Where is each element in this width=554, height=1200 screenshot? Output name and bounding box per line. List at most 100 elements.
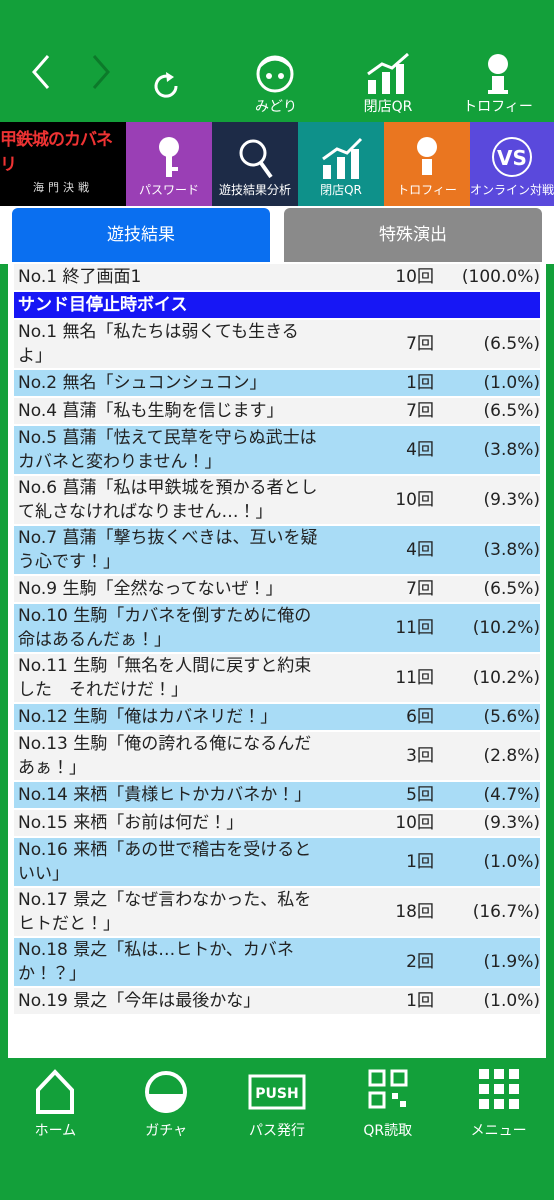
row-name: No.10 生駒「カバネを倒すために俺の命はあるんだぁ！」 bbox=[18, 606, 312, 650]
tab-active[interactable]: 遊技結果 bbox=[12, 208, 270, 262]
nav-item[interactable]: ホーム bbox=[0, 1058, 111, 1200]
menu-tile[interactable]: 遊技結果分析 bbox=[212, 122, 298, 206]
back-button[interactable] bbox=[28, 52, 52, 92]
top-icon-label[interactable]: みどり bbox=[255, 99, 297, 115]
reload-button[interactable] bbox=[150, 70, 182, 102]
midori-icon[interactable] bbox=[252, 52, 298, 96]
closing-qr-icon[interactable] bbox=[364, 50, 412, 96]
analysis-icon bbox=[239, 139, 273, 179]
nav-label: ホーム bbox=[34, 1123, 77, 1139]
key-icon bbox=[159, 137, 179, 177]
nav-label: メニュー bbox=[470, 1123, 527, 1139]
row-percent: (2.8%) bbox=[483, 746, 540, 766]
row-percent: (100.0%) bbox=[461, 267, 540, 287]
row-count: 1回 bbox=[406, 991, 434, 1011]
menu-tile[interactable]: VS オンライン対戦 bbox=[470, 122, 554, 206]
row-count: 7回 bbox=[406, 579, 434, 599]
row-percent: (16.7%) bbox=[472, 902, 540, 922]
row-name: No.16 来栖「あの世で稽古を受けるといい」 bbox=[18, 840, 312, 884]
row-count: 6回 bbox=[406, 707, 434, 727]
row-percent: (4.7%) bbox=[483, 785, 540, 805]
row-percent: (9.3%) bbox=[483, 813, 540, 833]
result-row: No.1 無名「私たちは弱くても生きるよ」 7回 (6.5%) bbox=[14, 320, 540, 368]
result-list: No.1 終了画面1 10回 (100.0%) サンド目停止時ボイス No.1 … bbox=[8, 264, 546, 1058]
row-count: 18回 bbox=[395, 902, 434, 922]
section-header: サンド目停止時ボイス bbox=[14, 292, 540, 318]
home-icon bbox=[36, 1069, 75, 1114]
row-name: No.9 生駒「全然なってないぜ！」 bbox=[18, 579, 283, 599]
menu-tile[interactable]: パスワード bbox=[126, 122, 212, 206]
nav-item[interactable]: メニュー bbox=[443, 1058, 554, 1200]
row-name: No.4 菖蒲「私も生駒を信じます」 bbox=[18, 401, 284, 421]
svg-text:VS: VS bbox=[497, 146, 527, 170]
menu-tile-label: トロフィー bbox=[397, 183, 457, 197]
row-name: No.5 菖蒲「怯えて民草を守らぬ武士はカバネと変わりません！」 bbox=[18, 428, 317, 472]
top-icon-label[interactable]: 閉店QR bbox=[363, 99, 413, 115]
menu-tile-label: パスワード bbox=[138, 183, 199, 197]
menu-tile[interactable]: 閉店QR bbox=[298, 122, 384, 206]
row-name: No.14 来栖「貴様ヒトかカバネか！」 bbox=[18, 785, 312, 805]
row-count: 1回 bbox=[406, 852, 434, 872]
game-logo[interactable]: 甲鉄城のカバネリ 海門決戦 bbox=[0, 122, 126, 206]
row-percent: (6.5%) bbox=[483, 334, 540, 354]
nav-item[interactable]: PUSH パス発行 bbox=[222, 1058, 333, 1200]
row-count: 11回 bbox=[395, 668, 434, 688]
row-count: 7回 bbox=[406, 401, 434, 421]
vs-icon: VS bbox=[492, 137, 532, 177]
row-count: 4回 bbox=[406, 440, 434, 460]
row-percent: (6.5%) bbox=[483, 401, 540, 421]
tab[interactable]: 特殊演出 bbox=[284, 208, 542, 262]
row-percent: (10.2%) bbox=[472, 668, 540, 688]
row-name: No.1 終了画面1 bbox=[18, 267, 142, 287]
result-row: No.14 来栖「貴様ヒトかカバネか！」 5回 (4.7%) bbox=[14, 782, 540, 808]
row-count: 10回 bbox=[395, 813, 434, 833]
menu-tile-label: 閉店QR bbox=[320, 183, 362, 197]
result-row: No.6 菖蒲「私は甲鉄城を預かる者として糺さなければなりません…！」 10回 (9… bbox=[14, 476, 540, 524]
svg-text:PUSH: PUSH bbox=[255, 1086, 298, 1102]
row-name: No.12 生駒「俺はカバネリだ！」 bbox=[18, 707, 278, 727]
logo-title: 甲鉄城のカバネリ bbox=[0, 130, 113, 175]
tab-bar: 遊技結果 特殊演出 bbox=[0, 206, 554, 264]
row-count: 4回 bbox=[406, 540, 434, 560]
result-row: No.13 生駒「俺の誇れる俺になるんだあぁ！」 3回 (2.8%) bbox=[14, 732, 540, 780]
nav-item[interactable]: QR読取 bbox=[332, 1058, 443, 1200]
row-name: No.13 生駒「俺の誇れる俺になるんだあぁ！」 bbox=[18, 734, 312, 778]
row-count: 11回 bbox=[395, 618, 434, 638]
result-row: No.5 菖蒲「怯えて民草を守らぬ武士はカバネと変わりません！」 4回 (3.8%) bbox=[14, 426, 540, 474]
result-row: No.2 無名「シュコンシュコン」 1回 (1.0%) bbox=[14, 370, 540, 396]
menu-icon bbox=[478, 1069, 519, 1109]
closing-qr-icon bbox=[322, 137, 363, 179]
row-name: No.6 菖蒲「私は甲鉄城を預かる者として糺さなければなりません…！」 bbox=[18, 478, 318, 522]
trophy-icon[interactable] bbox=[480, 52, 516, 96]
result-row: No.18 景之「私は…ヒトか、カバネか！？」 2回 (1.9%) bbox=[14, 938, 540, 986]
menu-tile[interactable]: トロフィー bbox=[384, 122, 470, 206]
row-percent: (1.9%) bbox=[483, 952, 540, 972]
row-percent: (1.0%) bbox=[483, 991, 540, 1011]
row-percent: (10.2%) bbox=[472, 618, 540, 638]
result-row: No.19 景之「今年は最後かな」 1回 (1.0%) bbox=[14, 988, 540, 1014]
trophy-icon bbox=[417, 137, 437, 175]
result-row: No.10 生駒「カバネを倒すために俺の命はあるんだぁ！」 11回 (10.2%) bbox=[14, 604, 540, 652]
result-row: No.7 菖蒲「撃ち抜くべきは、互いを疑う心です！」 4回 (3.8%) bbox=[14, 526, 540, 574]
row-name: No.1 無名「私たちは弱くても生きるよ」 bbox=[18, 322, 299, 366]
forward-button[interactable] bbox=[90, 52, 114, 92]
row-percent: (1.0%) bbox=[483, 373, 540, 393]
nav-label: パス発行 bbox=[248, 1123, 305, 1139]
bottom-nav: ホーム ガチャ PUSH パス発行 QR読取 メニュー bbox=[0, 1058, 554, 1200]
row-name: No.2 無名「シュコンシュコン」 bbox=[18, 373, 267, 393]
row-percent: (1.0%) bbox=[483, 852, 540, 872]
result-row: No.9 生駒「全然なってないぜ！」 7回 (6.5%) bbox=[14, 576, 540, 602]
nav-label: QR読取 bbox=[363, 1123, 413, 1139]
top-bar: みどり 閉店QR トロフィー bbox=[0, 0, 554, 120]
nav-item[interactable]: ガチャ bbox=[111, 1058, 222, 1200]
row-count: 10回 bbox=[395, 490, 434, 510]
menu-row: 甲鉄城のカバネリ 海門決戦 パスワード 遊技結果分析 閉店QR トロフィー VS… bbox=[0, 122, 554, 206]
nav-label: ガチャ bbox=[145, 1123, 188, 1139]
row-name: No.19 景之「今年は最後かな」 bbox=[18, 991, 261, 1011]
row-name: No.15 来栖「お前は何だ！」 bbox=[18, 813, 244, 833]
top-icon-label[interactable]: トロフィー bbox=[463, 99, 533, 115]
menu-tile-label: 遊技結果分析 bbox=[218, 183, 291, 197]
result-row: No.16 来栖「あの世で稽古を受けるといい」 1回 (1.0%) bbox=[14, 838, 540, 886]
qr-icon bbox=[368, 1069, 408, 1109]
